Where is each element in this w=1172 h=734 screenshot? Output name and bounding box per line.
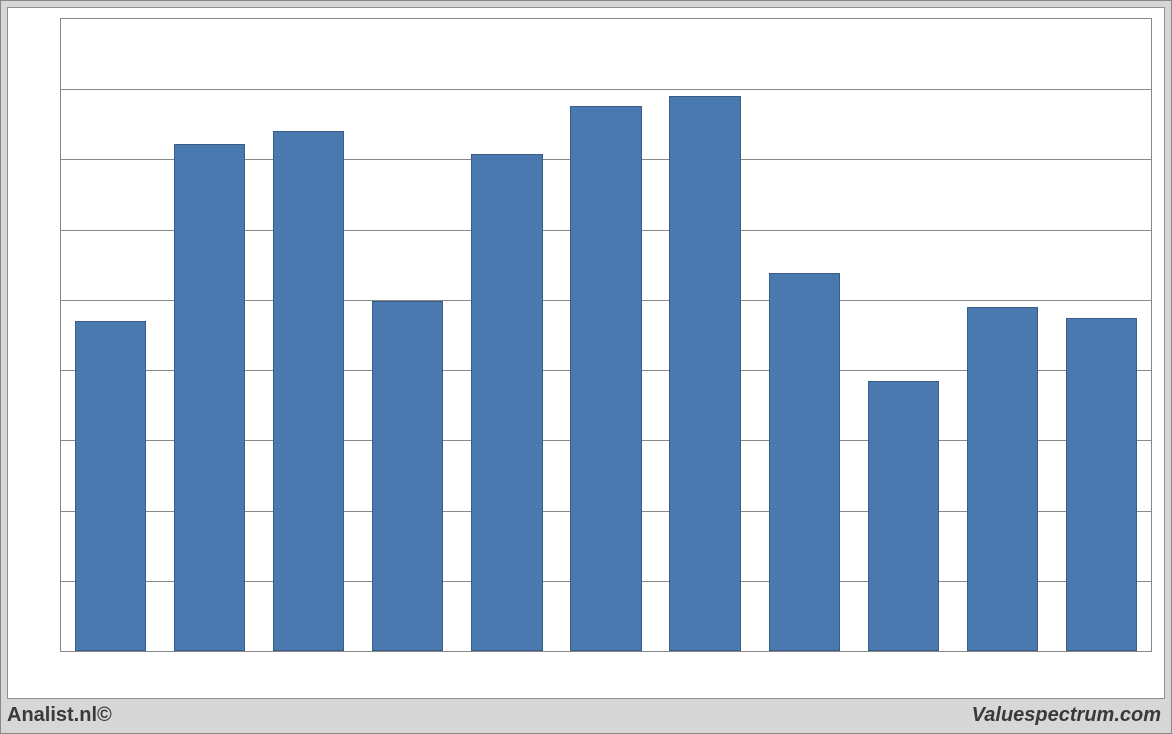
chart-frame: 0510152025303540452008200920102011201220… bbox=[7, 7, 1165, 699]
bar bbox=[868, 381, 939, 651]
bar bbox=[174, 144, 245, 651]
bar bbox=[471, 154, 542, 651]
bar bbox=[372, 301, 443, 651]
bar bbox=[669, 96, 740, 651]
bar bbox=[273, 131, 344, 651]
bar bbox=[967, 307, 1038, 651]
footer-left-credit: Analist.nl© bbox=[7, 704, 112, 727]
bar bbox=[1066, 318, 1137, 651]
bar bbox=[75, 321, 146, 651]
bar bbox=[769, 273, 840, 651]
footer-right-credit: Valuespectrum.com bbox=[972, 704, 1161, 727]
plot-area: 0510152025303540452008200920102011201220… bbox=[60, 18, 1152, 652]
gridline bbox=[61, 89, 1151, 90]
bar bbox=[570, 106, 641, 651]
